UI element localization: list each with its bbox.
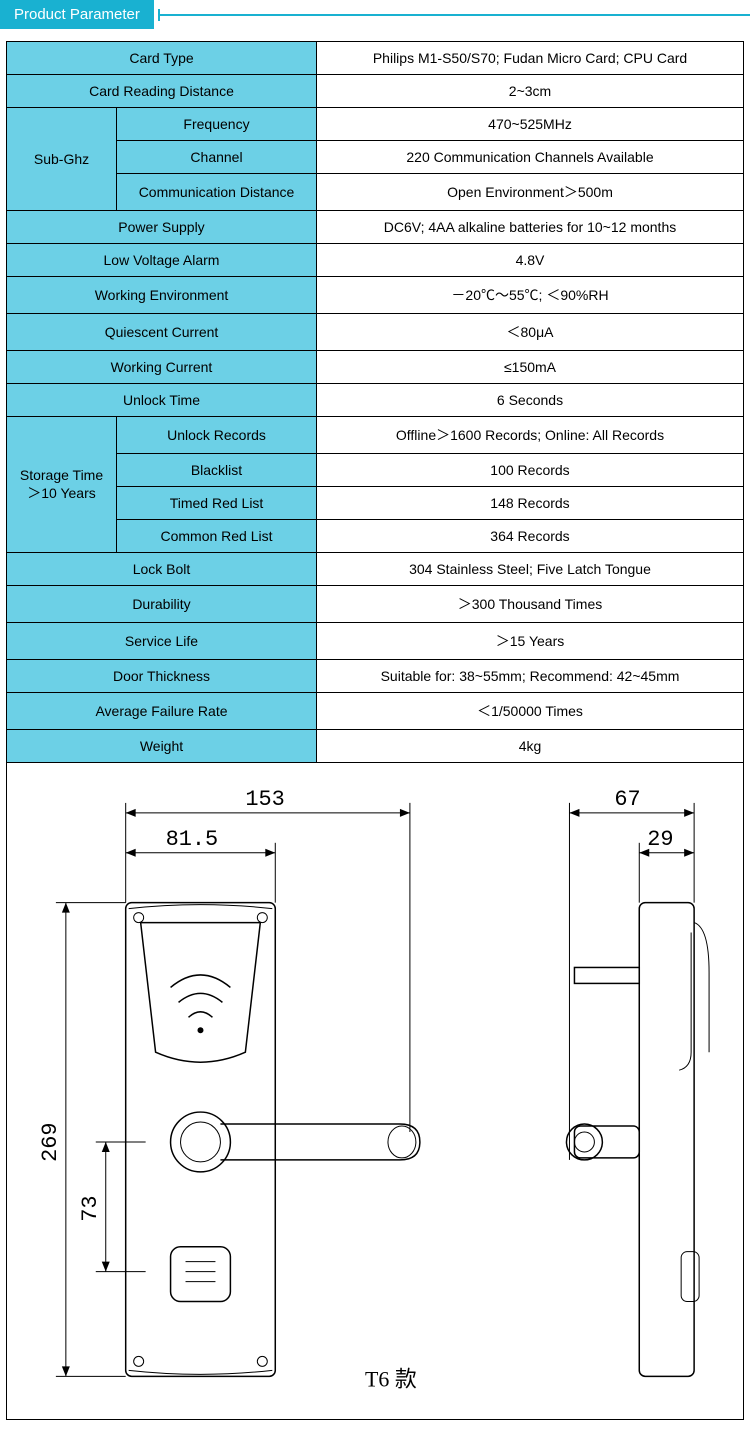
dim-width-full: 153	[245, 787, 284, 812]
spec-label: Service Life	[7, 623, 317, 660]
spec-label: Power Supply	[7, 211, 317, 244]
spec-label: Durability	[7, 586, 317, 623]
product-model-label: T6 款	[365, 1366, 417, 1391]
spec-value: ≤150mA	[317, 351, 744, 384]
spec-value: 4.8V	[317, 244, 744, 277]
spec-value: Philips M1-S50/S70; Fudan Micro Card; CP…	[317, 42, 744, 75]
spec-value: 6 Seconds	[317, 384, 744, 417]
spec-label: Lock Bolt	[7, 553, 317, 586]
spec-label: Average Failure Rate	[7, 693, 317, 730]
spec-value: 220 Communication Channels Available	[317, 141, 744, 174]
spec-value: 470~525MHz	[317, 108, 744, 141]
dim-height-lower: 73	[78, 1195, 103, 1221]
spec-value: DC6V; 4AA alkaline batteries for 10~12 m…	[317, 211, 744, 244]
spec-label: Blacklist	[117, 454, 317, 487]
spec-label: Unlock Time	[7, 384, 317, 417]
spec-label: Communication Distance	[117, 174, 317, 211]
spec-value: 148 Records	[317, 487, 744, 520]
technical-drawing: 153 81.5 269 73	[6, 763, 744, 1420]
spec-value: ＞15 Years	[317, 623, 744, 660]
spec-label: Unlock Records	[117, 417, 317, 454]
spec-label: Frequency	[117, 108, 317, 141]
spec-value: Open Environment＞500m	[317, 174, 744, 211]
spec-label: Working Current	[7, 351, 317, 384]
header-title: Product Parameter	[0, 0, 154, 29]
lock-front-and-side-drawing: 153 81.5 269 73	[11, 773, 739, 1411]
spec-label: Common Red List	[117, 520, 317, 553]
dim-side-body: 29	[647, 827, 673, 852]
spec-label: Low Voltage Alarm	[7, 244, 317, 277]
spec-label: Weight	[7, 730, 317, 763]
spec-label: Door Thickness	[7, 660, 317, 693]
spec-value: 364 Records	[317, 520, 744, 553]
dim-height-full: 269	[38, 1122, 63, 1161]
spec-value: 100 Records	[317, 454, 744, 487]
spec-value: －20℃～55℃; ＜90%RH	[317, 277, 744, 314]
spec-value: Offline＞1600 Records; Online: All Record…	[317, 417, 744, 454]
spec-label: Working Environment	[7, 277, 317, 314]
spec-label: Card Reading Distance	[7, 75, 317, 108]
spec-table: Card TypePhilips M1-S50/S70; Fudan Micro…	[6, 41, 744, 763]
spec-group-label: Storage Time ＞10 Years	[7, 417, 117, 553]
spec-label: Timed Red List	[117, 487, 317, 520]
spec-label: Card Type	[7, 42, 317, 75]
spec-value: ＜1/50000 Times	[317, 693, 744, 730]
spec-value: 4kg	[317, 730, 744, 763]
spec-value: 304 Stainless Steel; Five Latch Tongue	[317, 553, 744, 586]
spec-label: Channel	[117, 141, 317, 174]
spec-value: 2~3cm	[317, 75, 744, 108]
spec-value: Suitable for: 38~55mm; Recommend: 42~45m…	[317, 660, 744, 693]
section-header: Product Parameter	[0, 0, 750, 29]
spec-group-label: Sub-Ghz	[7, 108, 117, 211]
spec-label: Quiescent Current	[7, 314, 317, 351]
spec-value: ＞300 Thousand Times	[317, 586, 744, 623]
spec-value: ＜80μA	[317, 314, 744, 351]
dim-width-body: 81.5	[166, 827, 219, 852]
dim-side-depth: 67	[614, 787, 640, 812]
header-rule	[158, 14, 750, 16]
